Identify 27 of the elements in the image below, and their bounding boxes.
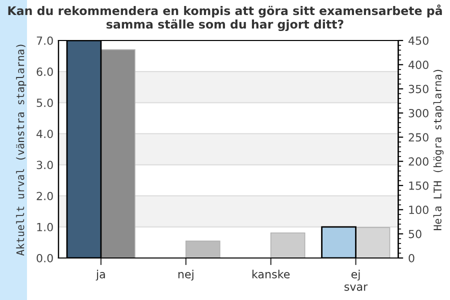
x-tick-label: kanske [252,270,290,278]
bar [270,232,306,258]
x-tick-label: nej [178,270,194,281]
y-tick-label: 3.0 [36,160,53,170]
y2-tick-label: 350 [408,84,428,94]
y2-tick-label: 300 [408,108,428,118]
y-tick-label: 7.0 [36,36,53,45]
y-tick-label: 0.0 [36,254,53,262]
x-tick-label: ej svar [344,270,368,291]
y-tick-label: 4.0 [36,130,53,138]
y-tick-label: 2.0 [36,192,53,200]
y2-tick-label: 100 [409,206,428,214]
x-tick-label: ja [96,270,105,281]
y2-tick-label: 150 [409,181,428,190]
y-tick-label: 5.0 [36,98,53,108]
y2-axis-title: Hela LTH (högra staplarna) [433,70,444,230]
y2-tick-label: 450 [408,36,428,45]
y-tick-label: 1.0 [37,222,53,232]
bar [185,240,220,258]
y2-tick-label: 400 [408,60,428,70]
y2-tick-label: 0 [408,254,414,262]
chart-title: Kan du rekommendera en kompis att göra sitt examensarbete på samma ställe som du har gjort ditt? [8,4,442,32]
y2-tick-label: 50 [408,230,422,238]
y2-tick-label: 250 [408,133,428,142]
y-axis-title: Aktuellt urval (vänstra staplarna) [16,44,26,256]
y2-tick-label: 200 [408,157,428,166]
y-tick-label: 6.0 [36,68,53,76]
